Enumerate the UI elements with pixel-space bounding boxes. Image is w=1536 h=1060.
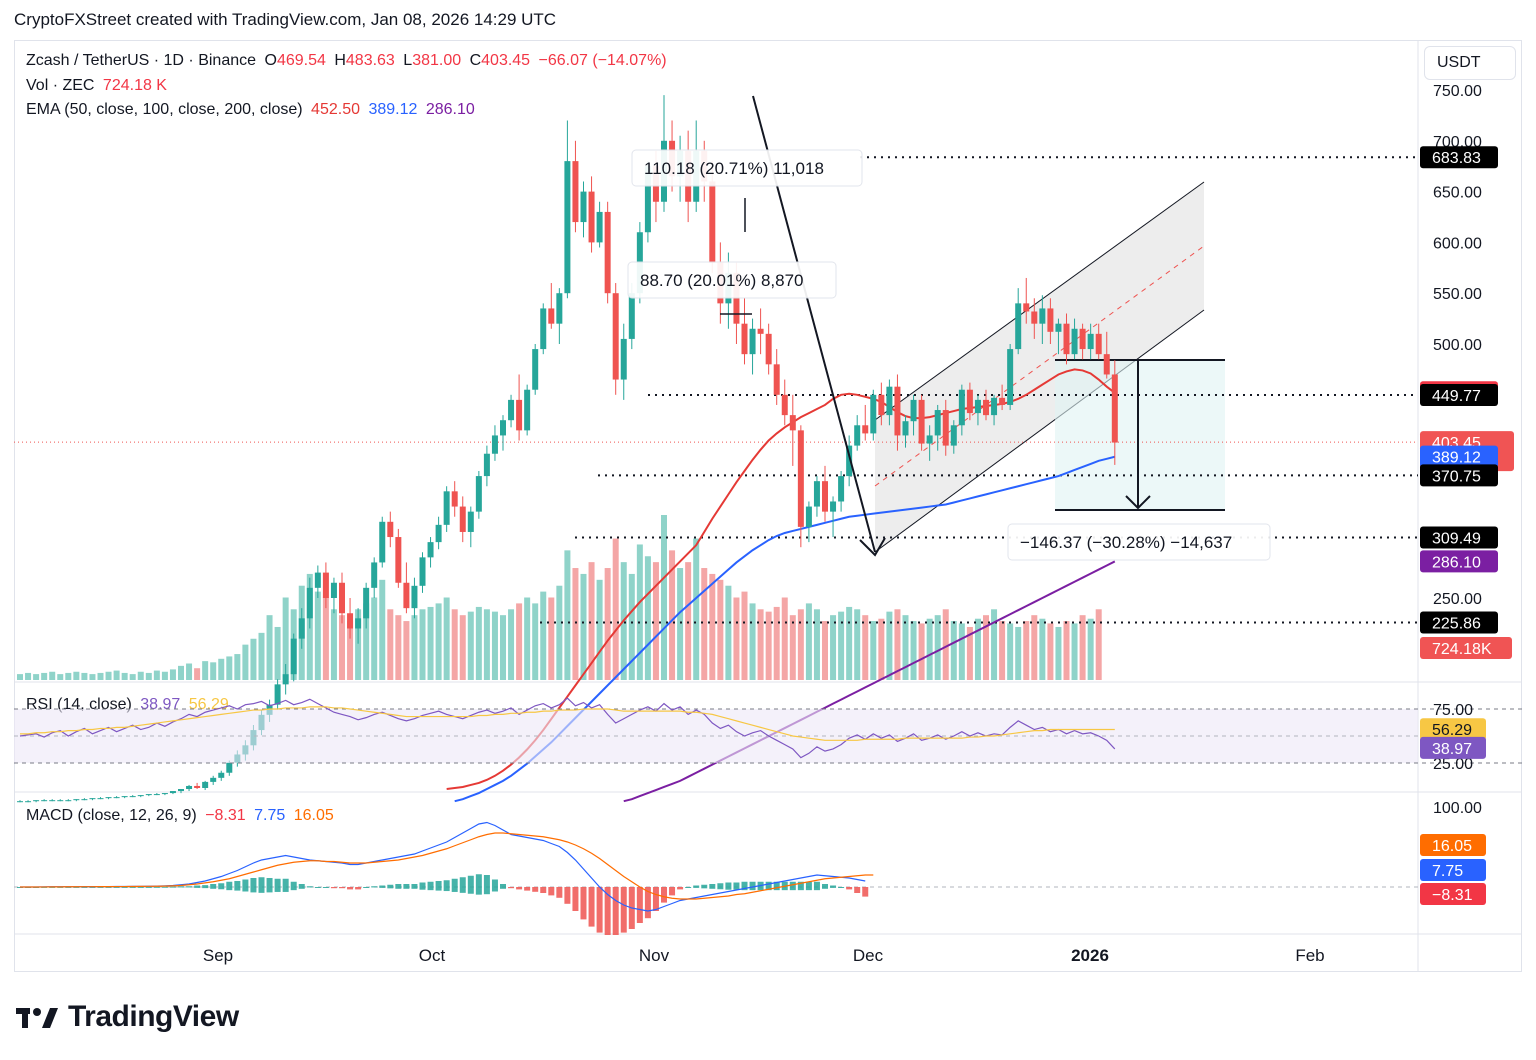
currency-selector[interactable]: USDT <box>1424 46 1516 80</box>
rsi-ma-value: 56.29 <box>188 696 229 713</box>
tradingview-logo[interactable]: TradingView <box>16 1000 239 1034</box>
high-value: 483.63 <box>345 52 395 69</box>
tradingview-wordmark: TradingView <box>68 1000 239 1033</box>
high-label: H <box>334 52 346 69</box>
volume-legend-label: Vol · ZEC <box>26 77 95 94</box>
close-value: 403.45 <box>481 52 531 69</box>
ema-legend-label: EMA (50, close, 100, close, 200, close) <box>26 101 303 118</box>
rsi-legend-label: RSI (14, close) <box>26 696 132 713</box>
macd-hist-value: −8.31 <box>205 807 246 824</box>
close-label: C <box>469 52 482 69</box>
symbol-legend: Zcash / TetherUS · 1D · Binance O469.54 … <box>26 52 671 70</box>
open-value: 469.54 <box>276 52 326 69</box>
ema-legend: EMA (50, close, 100, close, 200, close) … <box>26 101 479 119</box>
rsi-value: 38.97 <box>140 696 181 713</box>
macd-line-value: 7.75 <box>254 807 286 824</box>
chart-frame[interactable] <box>14 40 1522 972</box>
ema100-value: 389.12 <box>368 101 418 118</box>
tradingview-logo-icon <box>16 1008 58 1028</box>
symbol-name: Zcash / TetherUS · 1D · Binance <box>26 52 257 69</box>
rsi-legend: RSI (14, close) 38.97 56.29 <box>26 696 233 714</box>
ema50-value: 452.50 <box>311 101 360 118</box>
volume-legend: Vol · ZEC 724.18 K <box>26 77 171 95</box>
macd-legend-label: MACD (close, 12, 26, 9) <box>26 807 197 824</box>
macd-signal-value: 16.05 <box>293 807 334 824</box>
change-value: −66.07 (−14.07%) <box>538 52 667 69</box>
low-label: L <box>403 52 413 69</box>
volume-legend-value: 724.18 K <box>102 77 167 94</box>
ema200-value: 286.10 <box>425 101 475 118</box>
open-label: O <box>264 52 277 69</box>
macd-legend: MACD (close, 12, 26, 9) −8.31 7.75 16.05 <box>26 807 338 825</box>
low-value: 381.00 <box>412 52 462 69</box>
chart-caption: CryptoFXStreet created with TradingView.… <box>14 10 557 29</box>
